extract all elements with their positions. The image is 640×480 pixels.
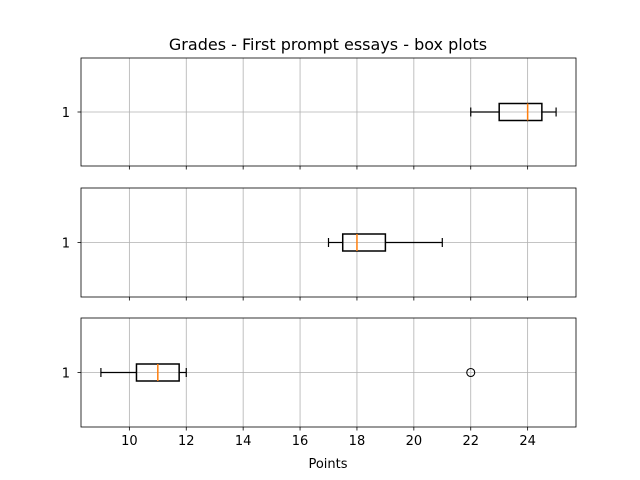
- y-tick-label: 1: [62, 237, 70, 252]
- y-tick-label: 1: [62, 106, 70, 121]
- box-iqr: [498, 102, 543, 122]
- x-tick-label: 12: [178, 434, 195, 449]
- x-tick-label: 20: [406, 434, 423, 449]
- x-tick-label: 24: [519, 434, 536, 449]
- x-axis-label: Points: [308, 457, 347, 472]
- chart-title: Grades - First prompt essays - box plots: [169, 35, 487, 54]
- box-iqr: [341, 233, 387, 252]
- x-tick-label: 10: [121, 434, 138, 449]
- x-tick-label: 16: [292, 434, 309, 449]
- panel-frame: [80, 317, 577, 428]
- outlier-point: [466, 367, 476, 378]
- x-tick-label: 14: [235, 434, 252, 449]
- panels-group: 1 1 1: [62, 57, 577, 431]
- panel-1: 1: [62, 57, 577, 170]
- x-tick-label: 22: [462, 434, 479, 449]
- panel-2: 1: [62, 187, 577, 301]
- y-tick-label: 1: [62, 367, 70, 382]
- panel-frame: [80, 187, 577, 298]
- panel-frame: [80, 57, 577, 167]
- x-tick-label: 18: [349, 434, 366, 449]
- panel-3: 1: [62, 317, 577, 431]
- x-axis-ticks: 10 12 14 16 18 20 22 24: [121, 434, 536, 449]
